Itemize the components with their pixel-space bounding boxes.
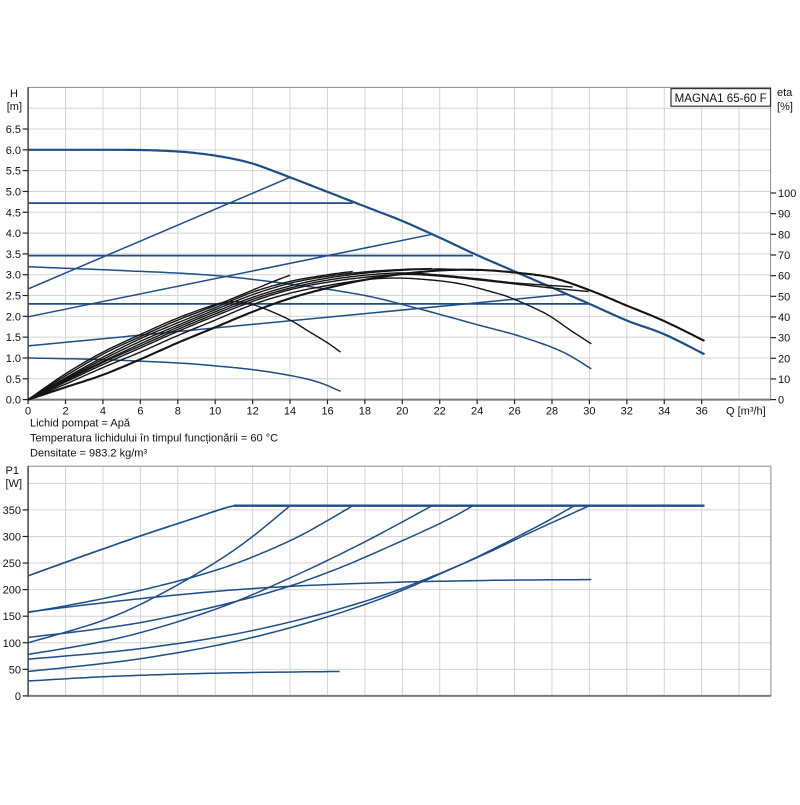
svg-text:eta: eta	[777, 87, 793, 99]
svg-text:3.5: 3.5	[6, 249, 21, 261]
svg-text:8: 8	[175, 406, 181, 418]
svg-text:60: 60	[778, 271, 790, 283]
svg-text:[W]: [W]	[6, 478, 23, 490]
svg-text:0: 0	[15, 691, 21, 703]
svg-text:Densitate = 983.2 kg/m³: Densitate = 983.2 kg/m³	[30, 448, 147, 460]
svg-text:MAGNA1 65-60 F: MAGNA1 65-60 F	[675, 92, 767, 105]
svg-text:24: 24	[471, 406, 483, 418]
svg-text:Lichid pompat = Apă: Lichid pompat = Apă	[30, 418, 131, 430]
svg-text:150: 150	[3, 611, 21, 623]
svg-text:H: H	[10, 88, 18, 100]
svg-text:16: 16	[321, 406, 333, 418]
svg-text:5.0: 5.0	[6, 187, 21, 199]
svg-text:100: 100	[3, 638, 21, 650]
svg-text:1.0: 1.0	[6, 353, 21, 365]
svg-text:22: 22	[434, 406, 446, 418]
svg-text:350: 350	[3, 505, 21, 517]
svg-text:70: 70	[778, 250, 790, 262]
svg-text:4.5: 4.5	[6, 207, 21, 219]
svg-text:4: 4	[100, 406, 106, 418]
svg-text:P1: P1	[6, 465, 19, 477]
svg-text:28: 28	[546, 406, 558, 418]
svg-text:36: 36	[696, 406, 708, 418]
svg-text:[%]: [%]	[777, 101, 793, 113]
svg-text:3.0: 3.0	[6, 270, 21, 282]
svg-text:6: 6	[137, 406, 143, 418]
svg-text:1.5: 1.5	[6, 332, 21, 344]
svg-text:34: 34	[658, 406, 670, 418]
svg-text:50: 50	[778, 291, 790, 303]
svg-text:0.5: 0.5	[6, 374, 21, 386]
svg-text:50: 50	[9, 664, 21, 676]
svg-text:250: 250	[3, 558, 21, 570]
svg-text:0: 0	[25, 406, 31, 418]
svg-text:90: 90	[778, 209, 790, 221]
svg-text:5.5: 5.5	[6, 166, 21, 178]
svg-text:4.0: 4.0	[6, 228, 21, 240]
svg-text:2.0: 2.0	[6, 311, 21, 323]
svg-text:2.5: 2.5	[6, 291, 21, 303]
svg-text:6.0: 6.0	[6, 145, 21, 157]
svg-text:30: 30	[583, 406, 595, 418]
svg-text:6.5: 6.5	[6, 124, 21, 136]
svg-text:26: 26	[508, 406, 520, 418]
svg-text:[m]: [m]	[7, 101, 22, 113]
svg-text:20: 20	[396, 406, 408, 418]
svg-text:0.0: 0.0	[6, 395, 21, 407]
svg-text:Temperatura lichidului în timp: Temperatura lichidului în timpul funcțio…	[30, 433, 278, 445]
svg-text:40: 40	[778, 312, 790, 324]
svg-text:300: 300	[3, 532, 21, 544]
svg-text:32: 32	[621, 406, 633, 418]
svg-text:10: 10	[778, 374, 790, 386]
svg-text:18: 18	[359, 406, 371, 418]
svg-text:80: 80	[778, 229, 790, 241]
svg-text:2: 2	[62, 406, 68, 418]
svg-text:20: 20	[778, 353, 790, 365]
svg-text:30: 30	[778, 333, 790, 345]
svg-text:12: 12	[246, 406, 258, 418]
svg-text:14: 14	[284, 406, 296, 418]
svg-text:Q [m³/h]: Q [m³/h]	[726, 406, 766, 418]
svg-text:100: 100	[778, 188, 796, 200]
svg-text:0: 0	[778, 395, 784, 407]
svg-text:200: 200	[3, 585, 21, 597]
svg-text:10: 10	[209, 406, 221, 418]
